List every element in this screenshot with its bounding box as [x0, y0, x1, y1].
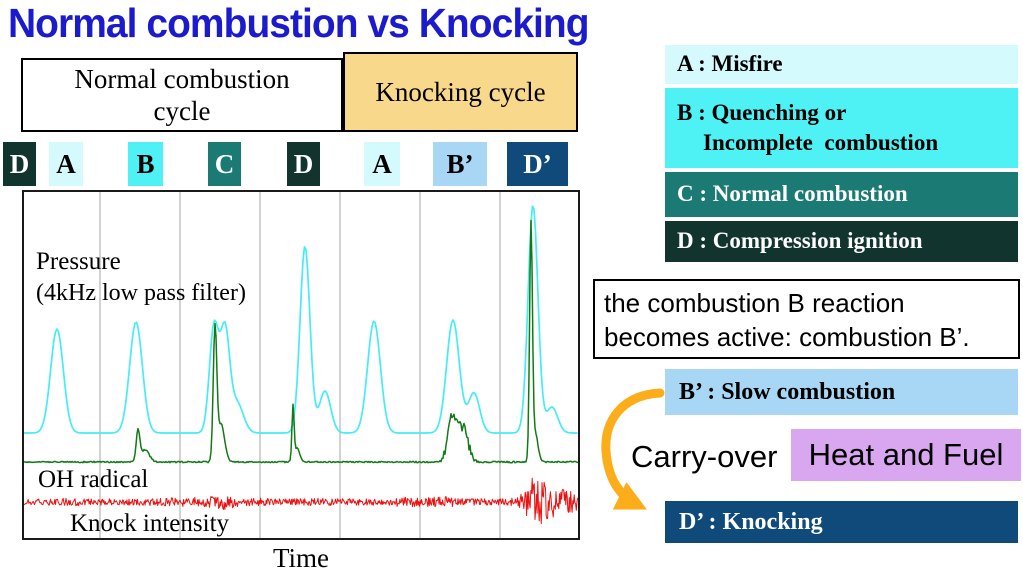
knocking-cycle-header: Knocking cycle	[343, 52, 578, 132]
legend-item-b: B : Quenching or Incomplete combustion	[665, 88, 1018, 168]
legend-line: B : Quenching or	[677, 99, 847, 125]
legend-line: A : Misfire	[677, 51, 783, 77]
d-prime-label: D’ : Knocking	[679, 508, 823, 535]
sequence-box-8-dp: D’	[507, 142, 568, 186]
note-box: the combustion B reaction becomes active…	[593, 279, 1020, 359]
normal-cycle-header: Normal combustion cycle	[21, 58, 343, 132]
sequence-box-3-b: B	[128, 142, 163, 186]
carry-over-arrow-icon	[601, 388, 665, 510]
oh-radical-trace	[24, 219, 578, 464]
legend-line: Incomplete combustion	[703, 130, 939, 155]
legend-item-a: A : Misfire	[665, 45, 1018, 84]
oh-radical-label: OH radical	[38, 466, 149, 493]
legend-line: C : Normal combustion	[677, 181, 908, 207]
legend-item-b-prime: B’ : Slow combustion	[665, 369, 1018, 415]
filter-label: (4kHz low pass filter)	[36, 280, 246, 306]
sequence-box-7-bp: B’	[433, 142, 487, 186]
knock-intensity-label: Knock intensity	[70, 510, 230, 537]
b-prime-label: B’ : Slow combustion	[679, 378, 896, 405]
normal-cycle-header-line2: cycle	[153, 96, 211, 126]
waveform-chart: Pressure (4kHz low pass filter) OH radic…	[22, 190, 580, 540]
legend-item-d-prime: D’ : Knocking	[665, 501, 1018, 543]
heat-and-fuel-highlight: Heat and Fuel	[791, 429, 1021, 481]
sequence-box-5-d: D	[287, 142, 320, 186]
pressure-trace	[24, 205, 578, 434]
cycle-phase-sequence: D A B C D A B’ D’	[0, 142, 1023, 186]
sequence-box-1-d: D	[3, 142, 36, 186]
page-title: Normal combustion vs Knocking	[8, 0, 590, 46]
knocking-cycle-header-label: Knocking cycle	[375, 76, 546, 107]
note-line2: becomes active: combustion B’.	[604, 321, 970, 352]
note-line1: the combustion B reaction	[604, 288, 905, 318]
trace-canvas	[24, 192, 578, 538]
carry-over-label: Carry-over	[631, 439, 778, 474]
legend-item-d: D : Compression ignition	[665, 221, 1018, 262]
legend-item-c: C : Normal combustion	[665, 172, 1018, 217]
sequence-box-6-a: A	[364, 142, 400, 186]
normal-cycle-header-line1: Normal combustion	[74, 63, 290, 94]
sequence-box-2-a: A	[49, 142, 83, 186]
time-axis-label: Time	[272, 543, 330, 571]
legend-line: D : Compression ignition	[677, 228, 923, 254]
knock-intensity-trace	[24, 477, 578, 525]
pressure-label: Pressure	[36, 248, 121, 275]
sequence-box-4-c: C	[208, 142, 241, 186]
